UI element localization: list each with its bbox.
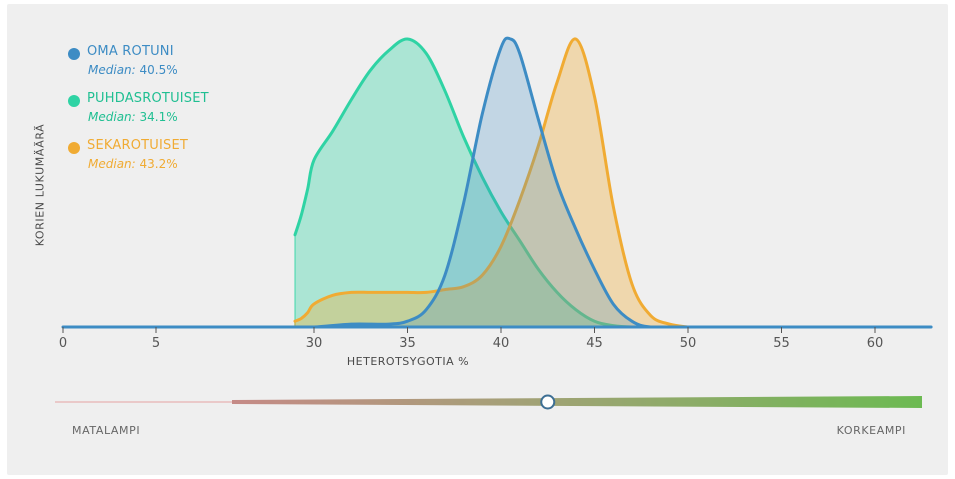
- x-tick-label: 40: [493, 336, 510, 351]
- x-tick-label: 0: [59, 336, 67, 351]
- legend-label-sekarotuiset: SEKAROTUISET: [87, 138, 189, 153]
- legend-dot-oma-rotuni: [68, 48, 80, 60]
- y-axis-label: KORIEN LUKUMÄÄRÄ: [33, 123, 47, 247]
- median-value: 40.5%: [139, 63, 178, 77]
- x-tick-label: 30: [306, 336, 323, 351]
- legend-label-oma-rotuni: OMA ROTUNI: [87, 44, 174, 59]
- x-tick-label: 5: [152, 336, 160, 351]
- x-tick-label: 50: [680, 336, 697, 351]
- legend-median-puhdasrotuiset: Median: 34.1%: [88, 110, 178, 124]
- scale-bar: [232, 396, 922, 408]
- line-oma-rotuni: [61, 36, 933, 329]
- legend-median-oma-rotuni: Median: 40.5%: [88, 63, 178, 77]
- median-label: Median:: [88, 63, 136, 77]
- median-value: 34.1%: [139, 110, 178, 124]
- median-value: 43.2%: [139, 157, 178, 171]
- x-tick-label: 45: [586, 336, 603, 351]
- scale-high-label: KORKEAMPI: [836, 424, 906, 437]
- median-label: Median:: [88, 157, 136, 171]
- x-tick-label: 60: [867, 336, 884, 351]
- legend-dot-sekarotuiset: [68, 142, 80, 154]
- chart-panel: [7, 4, 948, 475]
- series-puhdasrotuiset: [293, 37, 671, 329]
- median-label: Median:: [88, 110, 136, 124]
- area-puhdasrotuiset: [295, 38, 670, 328]
- x-tick-label: 55: [773, 336, 790, 351]
- area-sekarotuiset: [295, 38, 688, 328]
- legend-median-sekarotuiset: Median: 43.2%: [88, 157, 178, 171]
- scale-low-label: MATALAMPI: [72, 424, 141, 437]
- x-axis-label: HETEROTSYGOTIA %: [346, 355, 470, 368]
- legend-dot-puhdasrotuiset: [68, 95, 80, 107]
- legend-label-puhdasrotuiset: PUHDASROTUISET: [87, 91, 209, 106]
- series-oma-rotuni: [61, 36, 933, 329]
- line-puhdasrotuiset: [293, 37, 671, 329]
- x-tick-label: 35: [399, 336, 416, 351]
- area-oma-rotuni: [63, 38, 932, 327]
- scale-marker: [540, 394, 556, 410]
- line-sekarotuiset: [293, 37, 690, 329]
